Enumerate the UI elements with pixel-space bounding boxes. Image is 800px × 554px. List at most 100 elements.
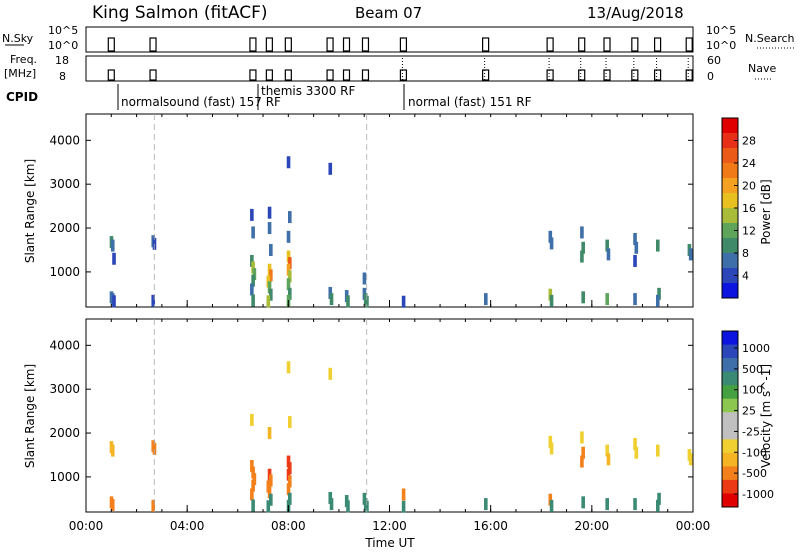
velocity-colorbar-swatch-4 <box>722 385 738 400</box>
power-cell-15 <box>250 208 254 221</box>
velocity-colorbar-swatch-5 <box>722 398 738 413</box>
freq-mark-2 <box>249 69 257 81</box>
power-colorbar-tick-1: 8 <box>742 247 749 260</box>
freq-mark-15 <box>685 69 693 81</box>
freq-mark-6 <box>342 69 351 81</box>
velocity-cell-22 <box>287 462 292 475</box>
freq-tick-top: 18 <box>55 54 69 67</box>
velocity-cell-48 <box>581 496 585 509</box>
power-cell-12 <box>251 274 255 287</box>
power-cell-10 <box>251 261 255 274</box>
velocity-cell-59 <box>688 453 693 466</box>
velocity-cell-24 <box>287 475 292 488</box>
velocity-colorbar-frame <box>721 330 739 508</box>
power-cell-33 <box>287 211 292 224</box>
nsky-mark-1 <box>149 37 157 52</box>
velocity-cell-57 <box>655 499 660 512</box>
power-cell-46 <box>484 293 488 306</box>
velocity-cell-52 <box>633 438 637 451</box>
velocity-ytick-label-3: 4000 <box>49 338 80 352</box>
freq-mark-1 <box>149 69 157 81</box>
freq-unit-label: [MHz] <box>4 67 36 80</box>
velocity-colorbar-swatch-2 <box>722 358 738 373</box>
velocity-colorbar-label: Velocity [m s^-1] <box>759 364 773 468</box>
nsky-mark-4 <box>284 37 292 52</box>
power-cell-9 <box>250 254 254 267</box>
power-cell-53 <box>580 250 584 263</box>
power-cell-11 <box>252 268 257 281</box>
freq-mark-4 <box>284 69 292 81</box>
power-ytick-label-2: 3000 <box>49 177 80 191</box>
power-cell-27 <box>287 257 292 270</box>
power-cell-48 <box>549 237 554 250</box>
velocity-cell-6 <box>151 499 156 512</box>
power-colorbar-tick-3: 16 <box>742 202 756 215</box>
power-colorbar-swatch-3 <box>722 163 738 179</box>
velocity-panel: 1000 2000 3000 4000 Slant Range [km] <box>23 318 694 513</box>
nsky-mark-13 <box>631 37 639 52</box>
velocity-cell-31 <box>329 498 334 511</box>
nave-tick-bottom: 0 <box>707 70 714 83</box>
power-cell-26 <box>286 250 291 263</box>
velocity-cell-39 <box>401 500 406 513</box>
velocity-cell-41 <box>548 435 553 448</box>
velocity-cells <box>109 361 693 513</box>
nsky-mark-14 <box>653 37 662 52</box>
time-tick-label-1: 04:00 <box>170 519 205 533</box>
velocity-cell-21 <box>286 455 291 468</box>
velocity-colorbar-tick-0: 1000 <box>742 342 770 355</box>
velocity-cell-25 <box>286 483 291 496</box>
velocity-colorbar-tick-5: -100 <box>742 446 767 459</box>
cpid-row: CPID normalsound (fast) 157 RF themis 33… <box>6 84 532 110</box>
nsky-mark-9 <box>482 37 490 52</box>
velocity-cell-10 <box>251 479 255 492</box>
time-tick-label-6: 00:00 <box>676 519 711 533</box>
power-cell-55 <box>605 239 610 252</box>
velocity-colorbar-swatch-12 <box>722 493 738 508</box>
power-cell-49 <box>548 288 553 301</box>
power-colorbar-swatch-2 <box>722 148 738 164</box>
power-cell-56 <box>606 248 611 261</box>
velocity-cell-30 <box>328 491 333 504</box>
power-cell-61 <box>633 293 637 306</box>
freq-mark-10 <box>546 69 554 81</box>
velocity-ytick-label-1: 2000 <box>49 426 80 440</box>
power-cell-58 <box>633 233 637 246</box>
velocity-cell-8 <box>251 466 255 479</box>
power-colorbar-swatch-1 <box>722 133 738 149</box>
freq-mark-9 <box>482 69 490 81</box>
power-colorbar-swatch-5 <box>722 193 738 209</box>
power-cell-59 <box>634 241 639 254</box>
power-colorbar-label: Power [dB] <box>759 179 773 244</box>
freq-mark-14 <box>653 69 662 81</box>
velocity-dashed-markers <box>153 319 368 512</box>
velocity-cell-51 <box>605 498 610 511</box>
velocity-colorbar-tick-6: -500 <box>742 467 767 480</box>
velocity-cell-1 <box>110 444 115 457</box>
power-cell-21 <box>269 288 273 301</box>
power-ytick-label-3: 4000 <box>49 133 80 147</box>
power-cell-35 <box>286 156 291 169</box>
velocity-cell-54 <box>633 498 637 511</box>
velocity-cell-26 <box>287 492 292 505</box>
velocity-colorbar-tick-7: -1000 <box>742 488 774 501</box>
time-tick-label-3: 12:00 <box>372 519 407 533</box>
nsky-label: N.Sky <box>2 32 34 45</box>
power-cells <box>109 156 693 308</box>
power-cell-47 <box>548 230 553 243</box>
nsky-mark-0 <box>107 37 115 52</box>
velocity-ytick-label-0: 1000 <box>49 470 80 484</box>
power-colorbar-tick-4: 20 <box>742 180 756 193</box>
cpid-mode-2: normal (fast) 151 RF <box>408 95 532 109</box>
power-colorbar-tick-0: 4 <box>742 270 749 283</box>
power-cell-7 <box>152 237 157 250</box>
velocity-colorbar-swatch-3 <box>722 371 738 386</box>
cpid-label: CPID <box>6 90 38 104</box>
nsky-mark-15 <box>685 37 693 52</box>
power-y-label: Slant Range [km] <box>23 159 37 263</box>
power-cell-45 <box>401 295 406 308</box>
power-cell-31 <box>287 287 292 300</box>
station-title: King Salmon (fitACF) <box>92 3 268 23</box>
velocity-cell-29 <box>286 361 291 374</box>
power-cell-57 <box>605 293 610 306</box>
